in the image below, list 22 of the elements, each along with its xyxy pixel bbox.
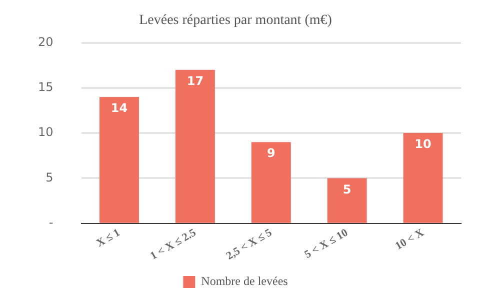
bar (403, 133, 443, 223)
data-label: 17 (186, 74, 204, 88)
data-label: 10 (414, 137, 432, 152)
x-tick-label: X ≤ 1 (94, 226, 122, 250)
legend-label: Nombre de levées (201, 274, 288, 288)
bar (175, 70, 215, 223)
x-tick-label: 2,5 < X ≤ 5 (224, 226, 274, 262)
y-tick-label: 5 (46, 170, 54, 184)
bar (251, 142, 291, 223)
y-tick-label: 15 (38, 80, 54, 94)
bar (327, 178, 367, 223)
x-tick-label: 10 < X (393, 226, 426, 252)
y-tick-label: 10 (38, 125, 54, 140)
y-tick-label: 20 (38, 34, 54, 49)
y-tick-label: - (48, 215, 54, 230)
x-tick-label: 1 < X ≤ 2.5 (148, 226, 199, 262)
x-tick-label: 5 < X ≤ 10 (302, 226, 350, 261)
bar (99, 96, 139, 223)
data-label: 5 (342, 182, 352, 196)
chart-title: Levées réparties par montant (m€) (139, 13, 332, 28)
data-label: 14 (110, 101, 128, 116)
data-label: 9 (266, 146, 276, 160)
